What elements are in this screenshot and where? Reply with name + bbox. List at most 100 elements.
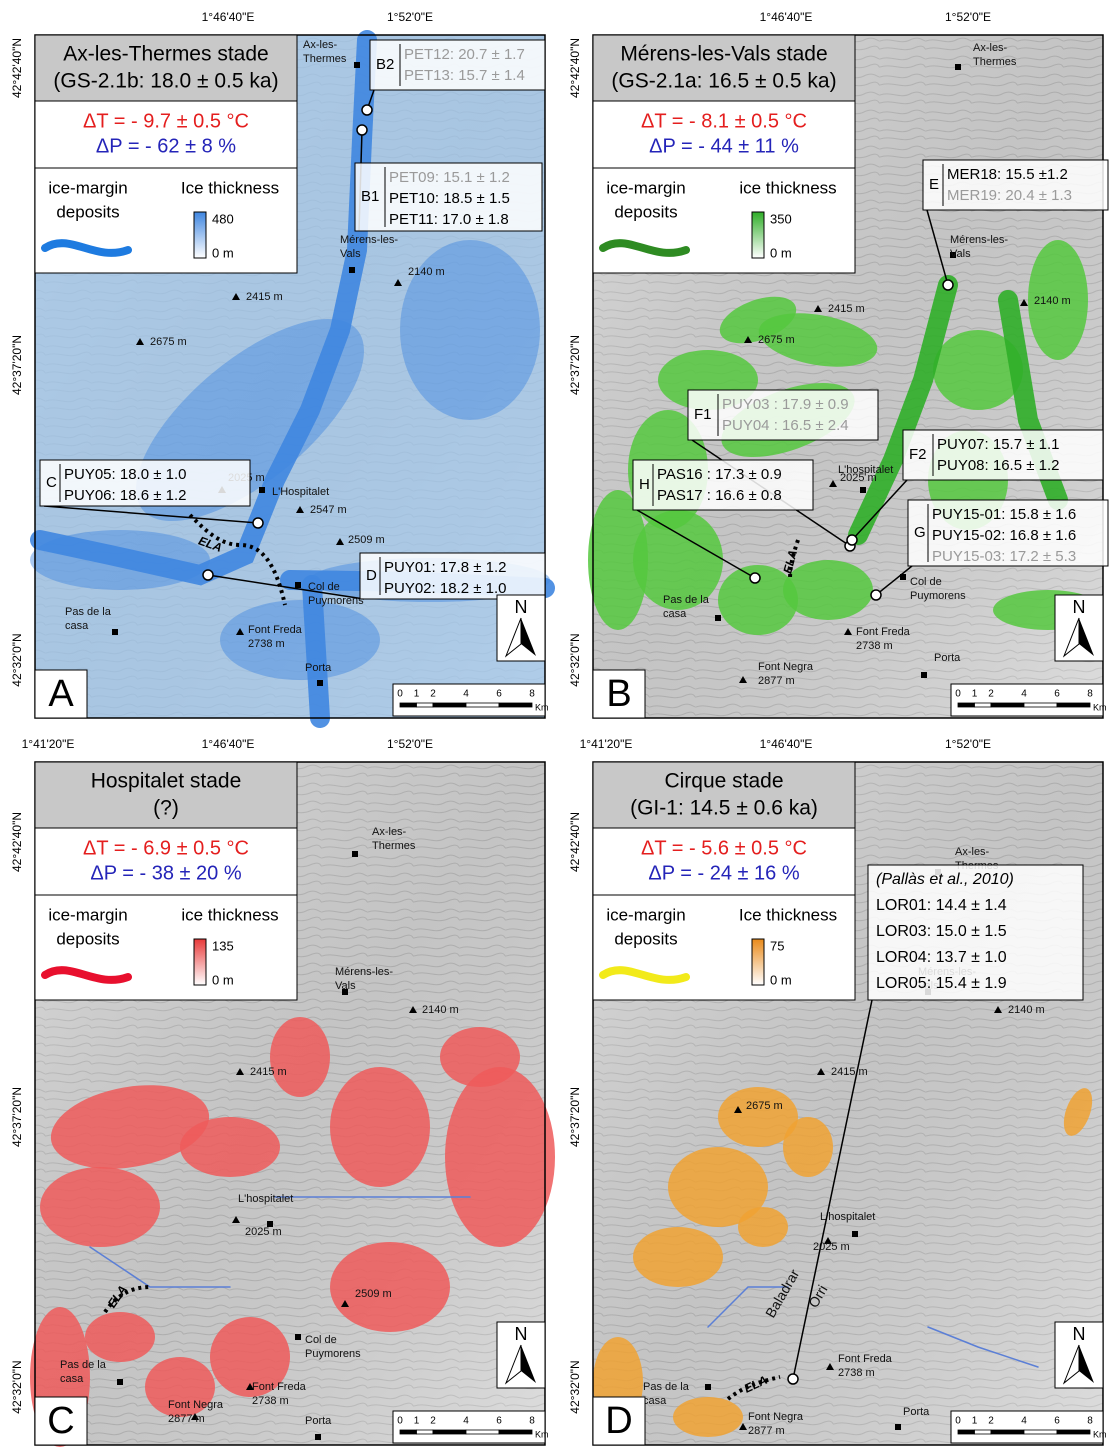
town-marker <box>315 1434 321 1440</box>
legend-deposits: deposits <box>614 929 677 948</box>
thickness-ramp <box>194 212 206 258</box>
stage-title: Ax-les-Thermes stade <box>63 43 268 66</box>
place-label: 2738 m <box>248 638 285 650</box>
place-label: Pas de la <box>60 1359 107 1371</box>
sample-site <box>203 570 213 580</box>
place-label: Thermes <box>973 56 1017 68</box>
latitude-label: 42°32'0"N <box>10 1360 24 1413</box>
thickness-max: 350 <box>770 211 792 226</box>
place-label: 2547 m <box>310 504 347 516</box>
place-label: Pas de la <box>663 594 710 606</box>
town-marker <box>354 62 360 68</box>
sample-source: (Pallàs et al., 2010) <box>876 871 1014 888</box>
town-marker <box>921 672 927 678</box>
scale-segment <box>958 703 975 707</box>
scale-segment <box>433 1430 466 1434</box>
town-marker <box>259 487 265 493</box>
town-marker <box>295 1334 301 1340</box>
place-label: 2738 m <box>252 1395 289 1407</box>
ice-patch <box>40 1167 160 1247</box>
scale-segment <box>975 1430 992 1434</box>
scale-label: 2 <box>988 1416 994 1427</box>
place-label: casa <box>65 620 89 632</box>
scale-label: 8 <box>1087 1416 1093 1427</box>
place-label: Vals <box>950 248 971 260</box>
panel-letter: A <box>48 673 74 715</box>
place-label: casa <box>643 1395 667 1407</box>
sample-age: PET12: 20.7 ± 1.7 <box>404 46 525 63</box>
town-marker <box>852 1231 858 1237</box>
panel: 1°46'40"E1°52'0"E42°42'40"N42°37'20"N42°… <box>568 10 1108 718</box>
sample-group: F1 <box>694 406 712 423</box>
sample-age: LOR03: 15.0 ± 1.5 <box>876 923 1007 940</box>
sample-age: PUY15-02: 16.8 ± 1.6 <box>932 527 1076 544</box>
thickness-max: 480 <box>212 211 234 226</box>
scale-label: 6 <box>1054 689 1060 700</box>
sample-age: PET10: 18.5 ± 1.5 <box>389 190 510 207</box>
stage-title: (GS-2.1b: 18.0 ± 0.5 ka) <box>53 70 278 93</box>
place-label: 2675 m <box>746 1100 783 1112</box>
sample-group: F2 <box>909 446 927 463</box>
place-label: Puymorens <box>910 590 966 602</box>
place-label: Font Negra <box>758 661 814 673</box>
latitude-label: 42°42'40"N <box>568 38 582 98</box>
scale-unit: Km <box>535 702 549 712</box>
scale-label: 0 <box>397 689 403 700</box>
stage-title: Hospitalet stade <box>91 770 242 793</box>
place-label: 2140 m <box>1034 295 1071 307</box>
sample-age: PAS16 : 17.3 ± 0.9 <box>657 466 782 483</box>
place-label: Thermes <box>303 53 347 65</box>
sample-age: PUY04 : 16.5 ± 2.4 <box>722 417 849 434</box>
sample-site <box>357 125 367 135</box>
sample-group: G <box>914 524 926 541</box>
sample-site <box>847 535 857 545</box>
sample-age: PET13: 15.7 ± 1.4 <box>404 67 525 84</box>
place-label: Vals <box>340 248 361 260</box>
place-label: 2877 m <box>168 1413 205 1425</box>
place-label: Porta <box>903 1406 930 1418</box>
north-label: N <box>515 597 528 617</box>
town-marker <box>317 680 323 686</box>
scale-label: 4 <box>463 1416 469 1427</box>
legend-deposits: ice-margin <box>48 905 127 924</box>
place-label: Pas de la <box>643 1381 690 1393</box>
sample-site <box>943 280 953 290</box>
place-label: Thermes <box>372 840 416 852</box>
sample-age: PUY03 : 17.9 ± 0.9 <box>722 396 849 413</box>
sample-age: PUY15-03: 17.2 ± 5.3 <box>932 548 1076 565</box>
scale-unit: Km <box>535 1429 549 1439</box>
north-label: N <box>1073 597 1086 617</box>
place-label: 2675 m <box>758 334 795 346</box>
thickness-ramp <box>194 939 206 985</box>
place-label: Porta <box>305 1415 332 1427</box>
longitude-label: 1°46'40"E <box>202 10 255 24</box>
scale-segment <box>417 1430 434 1434</box>
thickness-ramp <box>752 939 764 985</box>
scale-label: 1 <box>414 1416 420 1427</box>
place-label: 2738 m <box>856 640 893 652</box>
place-label: Mérens-les- <box>950 234 1008 246</box>
place-label: Font Freda <box>248 624 303 636</box>
place-label: 2415 m <box>250 1066 287 1078</box>
sample-age: LOR01: 14.4 ± 1.4 <box>876 897 1007 914</box>
sample-group: C <box>46 474 57 491</box>
scale-segment <box>991 1430 1024 1434</box>
place-label: 2877 m <box>758 675 795 687</box>
sample-group: B1 <box>361 188 379 205</box>
scale-label: 0 <box>955 689 961 700</box>
sample-group: B2 <box>376 56 394 73</box>
place-label: 2025 m <box>245 1226 282 1238</box>
legend-thickness: Ice thickness <box>181 178 279 197</box>
scale-label: 6 <box>496 1416 502 1427</box>
scale-segment <box>466 703 499 707</box>
latitude-label: 42°42'40"N <box>568 812 582 872</box>
scale-segment <box>1057 1430 1090 1434</box>
place-label: 2140 m <box>408 266 445 278</box>
place-label: Ax-les- <box>372 826 407 838</box>
legend-deposits: deposits <box>56 929 119 948</box>
town-marker <box>715 615 721 621</box>
longitude-label: 1°52'0"E <box>945 737 991 751</box>
scale-label: 8 <box>529 689 535 700</box>
longitude-label: 1°46'40"E <box>760 10 813 24</box>
scale-label: 1 <box>414 689 420 700</box>
